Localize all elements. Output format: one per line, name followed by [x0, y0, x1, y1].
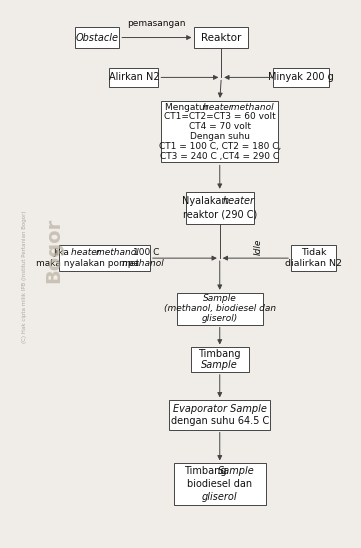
- Text: reaktor (290 C): reaktor (290 C): [183, 209, 257, 220]
- Text: Jika: Jika: [54, 248, 73, 257]
- Text: Bogor: Bogor: [44, 218, 64, 283]
- Text: Dengan suhu: Dengan suhu: [190, 132, 250, 141]
- Bar: [60, 245, 150, 271]
- Text: methanol: methanol: [96, 248, 142, 257]
- Text: dialirkan N2: dialirkan N2: [285, 259, 342, 269]
- Text: Timbang: Timbang: [184, 466, 230, 476]
- Bar: [177, 293, 263, 324]
- Text: Idle: Idle: [254, 239, 263, 255]
- Text: CT3 = 240 C ,CT4 = 290 C: CT3 = 240 C ,CT4 = 290 C: [160, 152, 279, 161]
- Text: (methanol, biodiesel dan: (methanol, biodiesel dan: [164, 304, 276, 313]
- Text: (C) Hak cipta milik IPB (Institut Pertanian Bogor): (C) Hak cipta milik IPB (Institut Pertan…: [22, 210, 27, 343]
- Bar: [186, 192, 253, 224]
- Text: Obstacle: Obstacle: [75, 32, 118, 43]
- Text: 100 C: 100 C: [133, 248, 160, 257]
- Text: Sample: Sample: [201, 360, 238, 370]
- Text: heater: heater: [203, 102, 235, 112]
- Text: biodiesel dan: biodiesel dan: [187, 479, 252, 489]
- Bar: [75, 27, 119, 48]
- Bar: [291, 245, 336, 271]
- Text: Sample: Sample: [203, 294, 236, 304]
- Text: dengan suhu 64.5 C: dengan suhu 64.5 C: [171, 416, 269, 426]
- Text: CT4 = 70 volt: CT4 = 70 volt: [189, 122, 251, 131]
- Bar: [195, 27, 248, 48]
- Text: gliserol: gliserol: [202, 492, 238, 501]
- Text: gliserol): gliserol): [202, 314, 238, 323]
- Text: Timbang: Timbang: [199, 349, 241, 359]
- Bar: [274, 68, 329, 87]
- Text: Mengatur: Mengatur: [165, 102, 211, 112]
- Text: heater: heater: [70, 248, 103, 257]
- Bar: [109, 68, 158, 87]
- Bar: [174, 463, 266, 505]
- Bar: [161, 101, 278, 162]
- Bar: [169, 401, 270, 430]
- Text: heater: heater: [222, 196, 255, 206]
- Text: Tidak: Tidak: [301, 248, 326, 257]
- Text: Nyalakan: Nyalakan: [183, 196, 231, 206]
- Text: Alirkan N2: Alirkan N2: [109, 72, 159, 82]
- Text: maka nyalakan pompa: maka nyalakan pompa: [36, 259, 142, 269]
- Text: Evaporator Sample: Evaporator Sample: [173, 403, 267, 414]
- Text: pemasangan: pemasangan: [127, 19, 186, 28]
- Text: CT1 = 100 C, CT2 = 180 C,: CT1 = 100 C, CT2 = 180 C,: [158, 142, 281, 151]
- Text: methanol: methanol: [122, 259, 164, 269]
- Bar: [191, 347, 249, 372]
- Text: methanol: methanol: [228, 102, 274, 112]
- Text: Reaktor: Reaktor: [201, 32, 242, 43]
- Text: CT1=CT2=CT3 = 60 volt: CT1=CT2=CT3 = 60 volt: [164, 112, 276, 122]
- Text: Minyak 200 g: Minyak 200 g: [268, 72, 334, 82]
- Text: Sample: Sample: [218, 466, 255, 476]
